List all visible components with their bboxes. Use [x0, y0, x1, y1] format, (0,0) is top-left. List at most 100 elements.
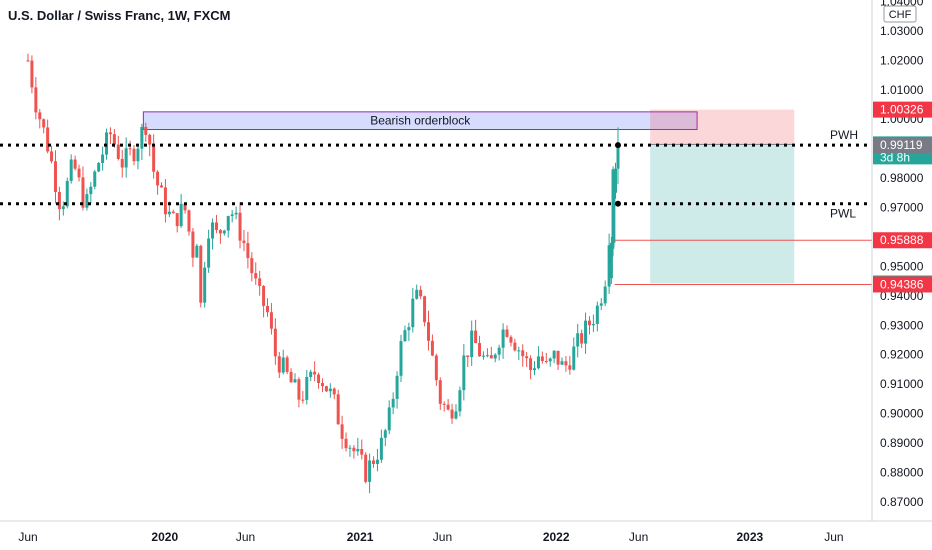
candle-body: [501, 329, 505, 348]
candle-body: [356, 448, 360, 452]
candle-body: [108, 132, 112, 135]
candle-body: [548, 358, 552, 362]
candle-body: [277, 356, 281, 373]
candle-body: [368, 460, 372, 482]
candle-body: [183, 203, 187, 211]
candle-body: [124, 148, 128, 168]
candle-body: [289, 371, 293, 383]
price-badge-text: 0.95888: [880, 233, 924, 247]
candle-body: [580, 333, 584, 344]
candle-body: [53, 161, 57, 193]
y-tick-label: 0.89000: [880, 436, 924, 450]
candle-body: [603, 286, 607, 304]
candle-body: [297, 379, 301, 400]
candle-body: [607, 245, 611, 287]
bearish-orderblock-box[interactable]: [142, 111, 698, 131]
candle-body: [595, 305, 599, 324]
stop-loss-zone[interactable]: [650, 109, 795, 145]
candle-body: [50, 151, 54, 162]
orderblock-label: Bearish orderblock: [370, 114, 471, 128]
candle-body: [525, 356, 529, 359]
candle-body: [195, 245, 199, 258]
candle-body: [411, 298, 415, 328]
candle-body: [203, 267, 207, 303]
chart-title: U.S. Dollar / Swiss Franc, 1W, FXCM: [8, 8, 231, 23]
y-tick-label: 0.98000: [880, 171, 924, 185]
candle-body: [266, 305, 270, 313]
candle-body: [450, 409, 454, 419]
candle-body: [407, 327, 411, 331]
candle-body: [399, 341, 403, 376]
candle-body: [132, 148, 136, 162]
candle-body: [211, 222, 215, 239]
candle-body: [375, 459, 379, 464]
candle-body: [207, 238, 211, 268]
candle-body: [152, 144, 156, 172]
x-tick-label: 2023: [736, 530, 763, 544]
candle-body: [505, 329, 509, 337]
candle-body: [609, 242, 613, 279]
candle-body: [269, 312, 273, 329]
candle-body: [57, 192, 61, 210]
candle-body: [222, 230, 226, 234]
pwl-label: PWL: [830, 207, 856, 221]
x-tick-label: Jun: [18, 530, 37, 544]
last-candle-body[interactable]: [616, 144, 620, 169]
candle-body: [179, 203, 183, 227]
candle-body: [352, 447, 356, 452]
price-badge-text: 0.94386: [880, 277, 924, 291]
pwh-marker: [614, 142, 621, 149]
candle-body: [336, 394, 340, 425]
y-tick-label: 0.87000: [880, 495, 924, 509]
candle-body: [163, 187, 167, 215]
candle-body: [199, 245, 203, 303]
candle-body: [614, 168, 618, 193]
candle-body: [136, 148, 140, 162]
candle-body: [587, 320, 591, 326]
candle-body: [144, 126, 148, 135]
candle-body: [529, 358, 533, 371]
y-tick-label: 1.03000: [880, 24, 924, 38]
candle-body: [101, 154, 105, 164]
candle-body: [568, 365, 572, 370]
candle-body: [446, 404, 450, 410]
candle-body: [313, 371, 317, 375]
candle-body: [148, 134, 152, 145]
candle-body: [262, 285, 266, 306]
candle-body: [320, 383, 324, 387]
candle-body: [360, 448, 364, 455]
candle-body: [454, 411, 458, 419]
candle-body: [254, 273, 258, 279]
candle-body: [340, 424, 344, 439]
candle-body: [34, 87, 38, 113]
y-tick-label: 0.97000: [880, 201, 924, 215]
candle-body: [556, 350, 560, 365]
candle-body: [387, 407, 391, 431]
y-tick-label: 1.01000: [880, 83, 924, 97]
candle-body: [301, 399, 305, 401]
candle-body: [489, 355, 493, 359]
price-badge: [873, 276, 932, 293]
candle-body: [442, 403, 446, 405]
candle-body: [536, 356, 540, 369]
candle-body: [112, 134, 116, 145]
price-badge-text: 0.99119: [880, 138, 923, 152]
candle-body: [46, 127, 50, 152]
take-profit-zone[interactable]: [650, 144, 795, 284]
candle-body: [344, 438, 348, 449]
price-badge: [873, 101, 932, 118]
candle-body: [328, 388, 332, 392]
candle-body: [391, 398, 395, 408]
candle-body: [332, 388, 336, 395]
candle-body: [379, 437, 383, 460]
candle-body: [242, 240, 246, 244]
candle-body: [73, 159, 77, 169]
candle-body: [462, 355, 466, 391]
y-tick-label: 0.88000: [880, 465, 924, 479]
candle-body: [214, 222, 218, 230]
y-tick-label: 1.02000: [880, 53, 924, 67]
x-tick-label: Jun: [629, 530, 648, 544]
candle-body: [564, 361, 568, 366]
candle-body: [81, 177, 85, 208]
